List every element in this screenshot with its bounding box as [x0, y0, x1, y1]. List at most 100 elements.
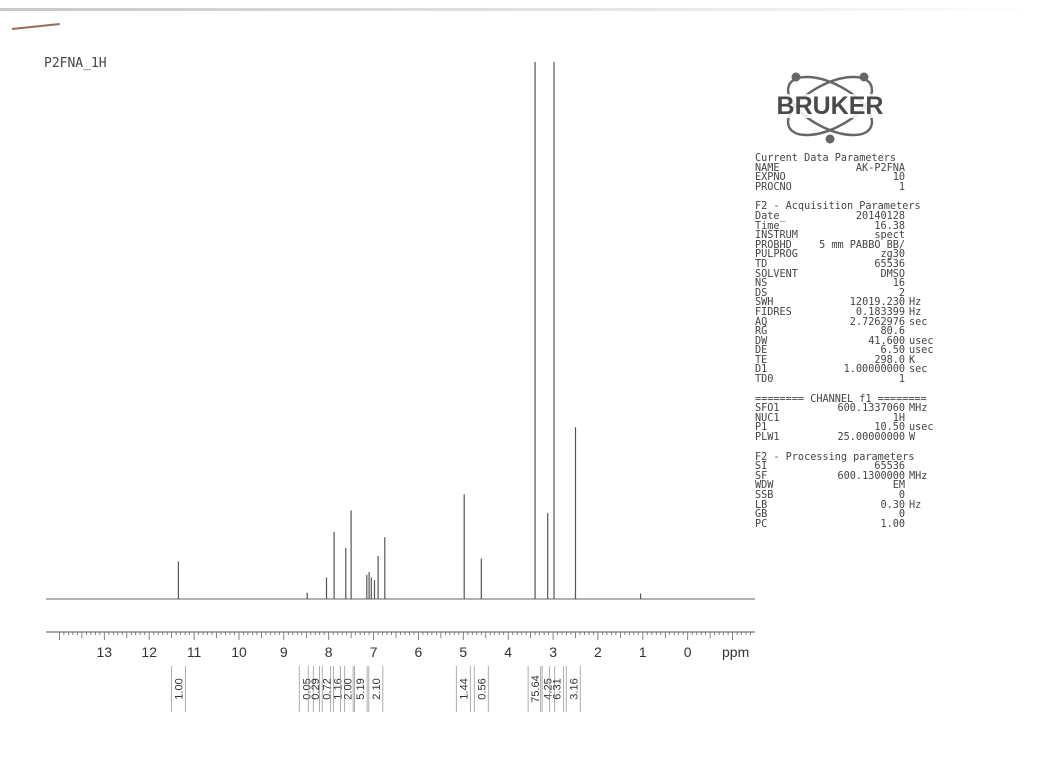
param-unit: [905, 510, 945, 520]
param-value: 25.00000000: [837, 432, 905, 444]
param-unit: usec: [909, 345, 934, 357]
param-value: 298.0: [874, 354, 905, 366]
param-key: DW: [755, 335, 768, 347]
param-key: SSB: [755, 490, 774, 501]
param-unit: Hz: [909, 297, 922, 309]
param-unit: usec: [909, 422, 934, 434]
x-tick-label: 1: [639, 644, 647, 660]
param-unit: [905, 481, 945, 491]
param-value: 1.00000000: [843, 364, 905, 376]
param-row: TE 298.0 K: [755, 354, 945, 366]
channel-params-heading: ======== CHANNEL f1 ========: [755, 393, 927, 405]
param-value: 1: [898, 181, 905, 193]
x-tick-label: 11: [187, 644, 202, 660]
param-unit: [905, 520, 945, 530]
param-unit: MHz: [909, 403, 928, 415]
x-tick-label: 0: [684, 644, 692, 660]
param-row: P1 10.50 usec: [755, 423, 945, 433]
param-key: TD: [755, 258, 768, 270]
param-row: DE 6.50 usec: [755, 346, 945, 356]
acquisition-params-heading: F2 - Acquisition Parameters: [755, 201, 921, 213]
param-value: 600.1300000: [837, 470, 905, 482]
param-unit: [905, 375, 945, 385]
integral-value: 1.44: [458, 678, 470, 699]
x-tick-label: 3: [549, 644, 557, 660]
param-value: 0.183399: [855, 306, 905, 318]
param-value: 65536: [874, 461, 905, 473]
param-key: NAME: [755, 162, 780, 174]
param-key: TD0: [755, 374, 774, 386]
param-value: spect: [874, 230, 905, 242]
param-value: 80.6: [880, 326, 905, 338]
current-params-heading: Current Data Parameters: [755, 153, 897, 164]
x-tick-label: 13: [97, 644, 113, 660]
param-key: LB: [755, 499, 768, 511]
param-row: SSB 0: [755, 491, 945, 501]
param-key: P1: [755, 422, 768, 434]
param-unit: [905, 183, 945, 193]
param-row: RG 80.6: [755, 327, 945, 337]
param-key: PROCNO: [755, 181, 792, 193]
param-row: NS 16: [755, 279, 945, 289]
param-key: SI: [755, 461, 768, 473]
integral-value: 2.00: [343, 678, 355, 699]
integral-value: 6.31: [552, 678, 564, 699]
param-row: PLW1 25.00000000 W: [755, 433, 945, 443]
param-unit: W: [909, 432, 916, 444]
param-value: EM: [892, 480, 905, 492]
param-key: RG: [755, 326, 768, 338]
integral-value: 1.16: [333, 678, 345, 699]
current-params-block: Current Data Parameters NAME AK-P2FNA EXPN…: [755, 153, 945, 193]
param-key: PULPROG: [755, 249, 798, 261]
param-row: D1 1.00000000 sec: [755, 365, 945, 375]
param-unit: [905, 164, 945, 174]
param-row: Date_ 20140128: [755, 212, 945, 222]
param-value: AK-P2FNA: [855, 162, 905, 174]
param-key: D1: [755, 364, 768, 376]
param-key: GB: [755, 509, 768, 521]
param-key: PROBHD: [755, 239, 792, 251]
param-unit: sec: [909, 316, 928, 328]
bruker-logo-icon: BRUKER: [754, 72, 906, 144]
param-value: 1: [898, 374, 905, 386]
integral-value: 75.64: [530, 675, 542, 703]
processing-params-block: F2 - Processing parameters SI 65536 SF 600.…: [755, 452, 945, 530]
peak-series: [177, 62, 642, 599]
param-value: 0.30: [880, 499, 905, 511]
param-value: 20140128: [855, 210, 905, 222]
x-tick-label: 12: [141, 644, 157, 660]
param-value: 600.1337060: [837, 403, 905, 415]
param-row: NUC1 1H: [755, 413, 945, 424]
param-row: PROBHD 5 mm PABBO BB/: [755, 239, 945, 251]
channel-params-block: ======== CHANNEL f1 ======== SFO1 600.133…: [755, 393, 945, 443]
param-value: 1.00: [880, 518, 905, 530]
param-unit: [905, 222, 945, 232]
param-value: 12019.230: [849, 297, 905, 309]
param-row: TD0 1: [755, 375, 945, 385]
param-value: 65536: [874, 258, 905, 270]
param-value: zg30: [880, 249, 905, 261]
param-key: Time: [755, 220, 780, 232]
parameter-panel: Current Data Parameters NAME AK-P2FNA EXPN…: [755, 154, 945, 539]
param-key: FIDRES: [755, 306, 792, 318]
acquisition-params-block: F2 - Acquisition Parameters Date_ 2014012…: [755, 202, 945, 384]
param-unit: MHz: [909, 470, 928, 482]
integral-value: 0.72: [322, 678, 334, 699]
integral-value: 5.19: [355, 678, 367, 699]
integral-value: 3.16: [568, 678, 580, 699]
sample-title: P2FNA_1H: [44, 56, 107, 71]
param-unit: [905, 270, 945, 280]
param-key: SFO1: [755, 403, 780, 415]
x-tick-label: 5: [459, 644, 467, 660]
param-value: 2: [898, 287, 905, 299]
param-value: 6.50: [880, 345, 905, 357]
param-key: DS: [755, 287, 768, 299]
integral-value: 0.29: [310, 678, 322, 699]
param-row: DW 41.600 usec: [755, 335, 945, 347]
param-value: 2.7262976: [849, 316, 905, 328]
param-value: DMSO: [880, 268, 905, 280]
bruker-logo: BRUKER: [750, 66, 910, 152]
param-key: AQ: [755, 316, 768, 328]
param-unit: [905, 241, 945, 251]
